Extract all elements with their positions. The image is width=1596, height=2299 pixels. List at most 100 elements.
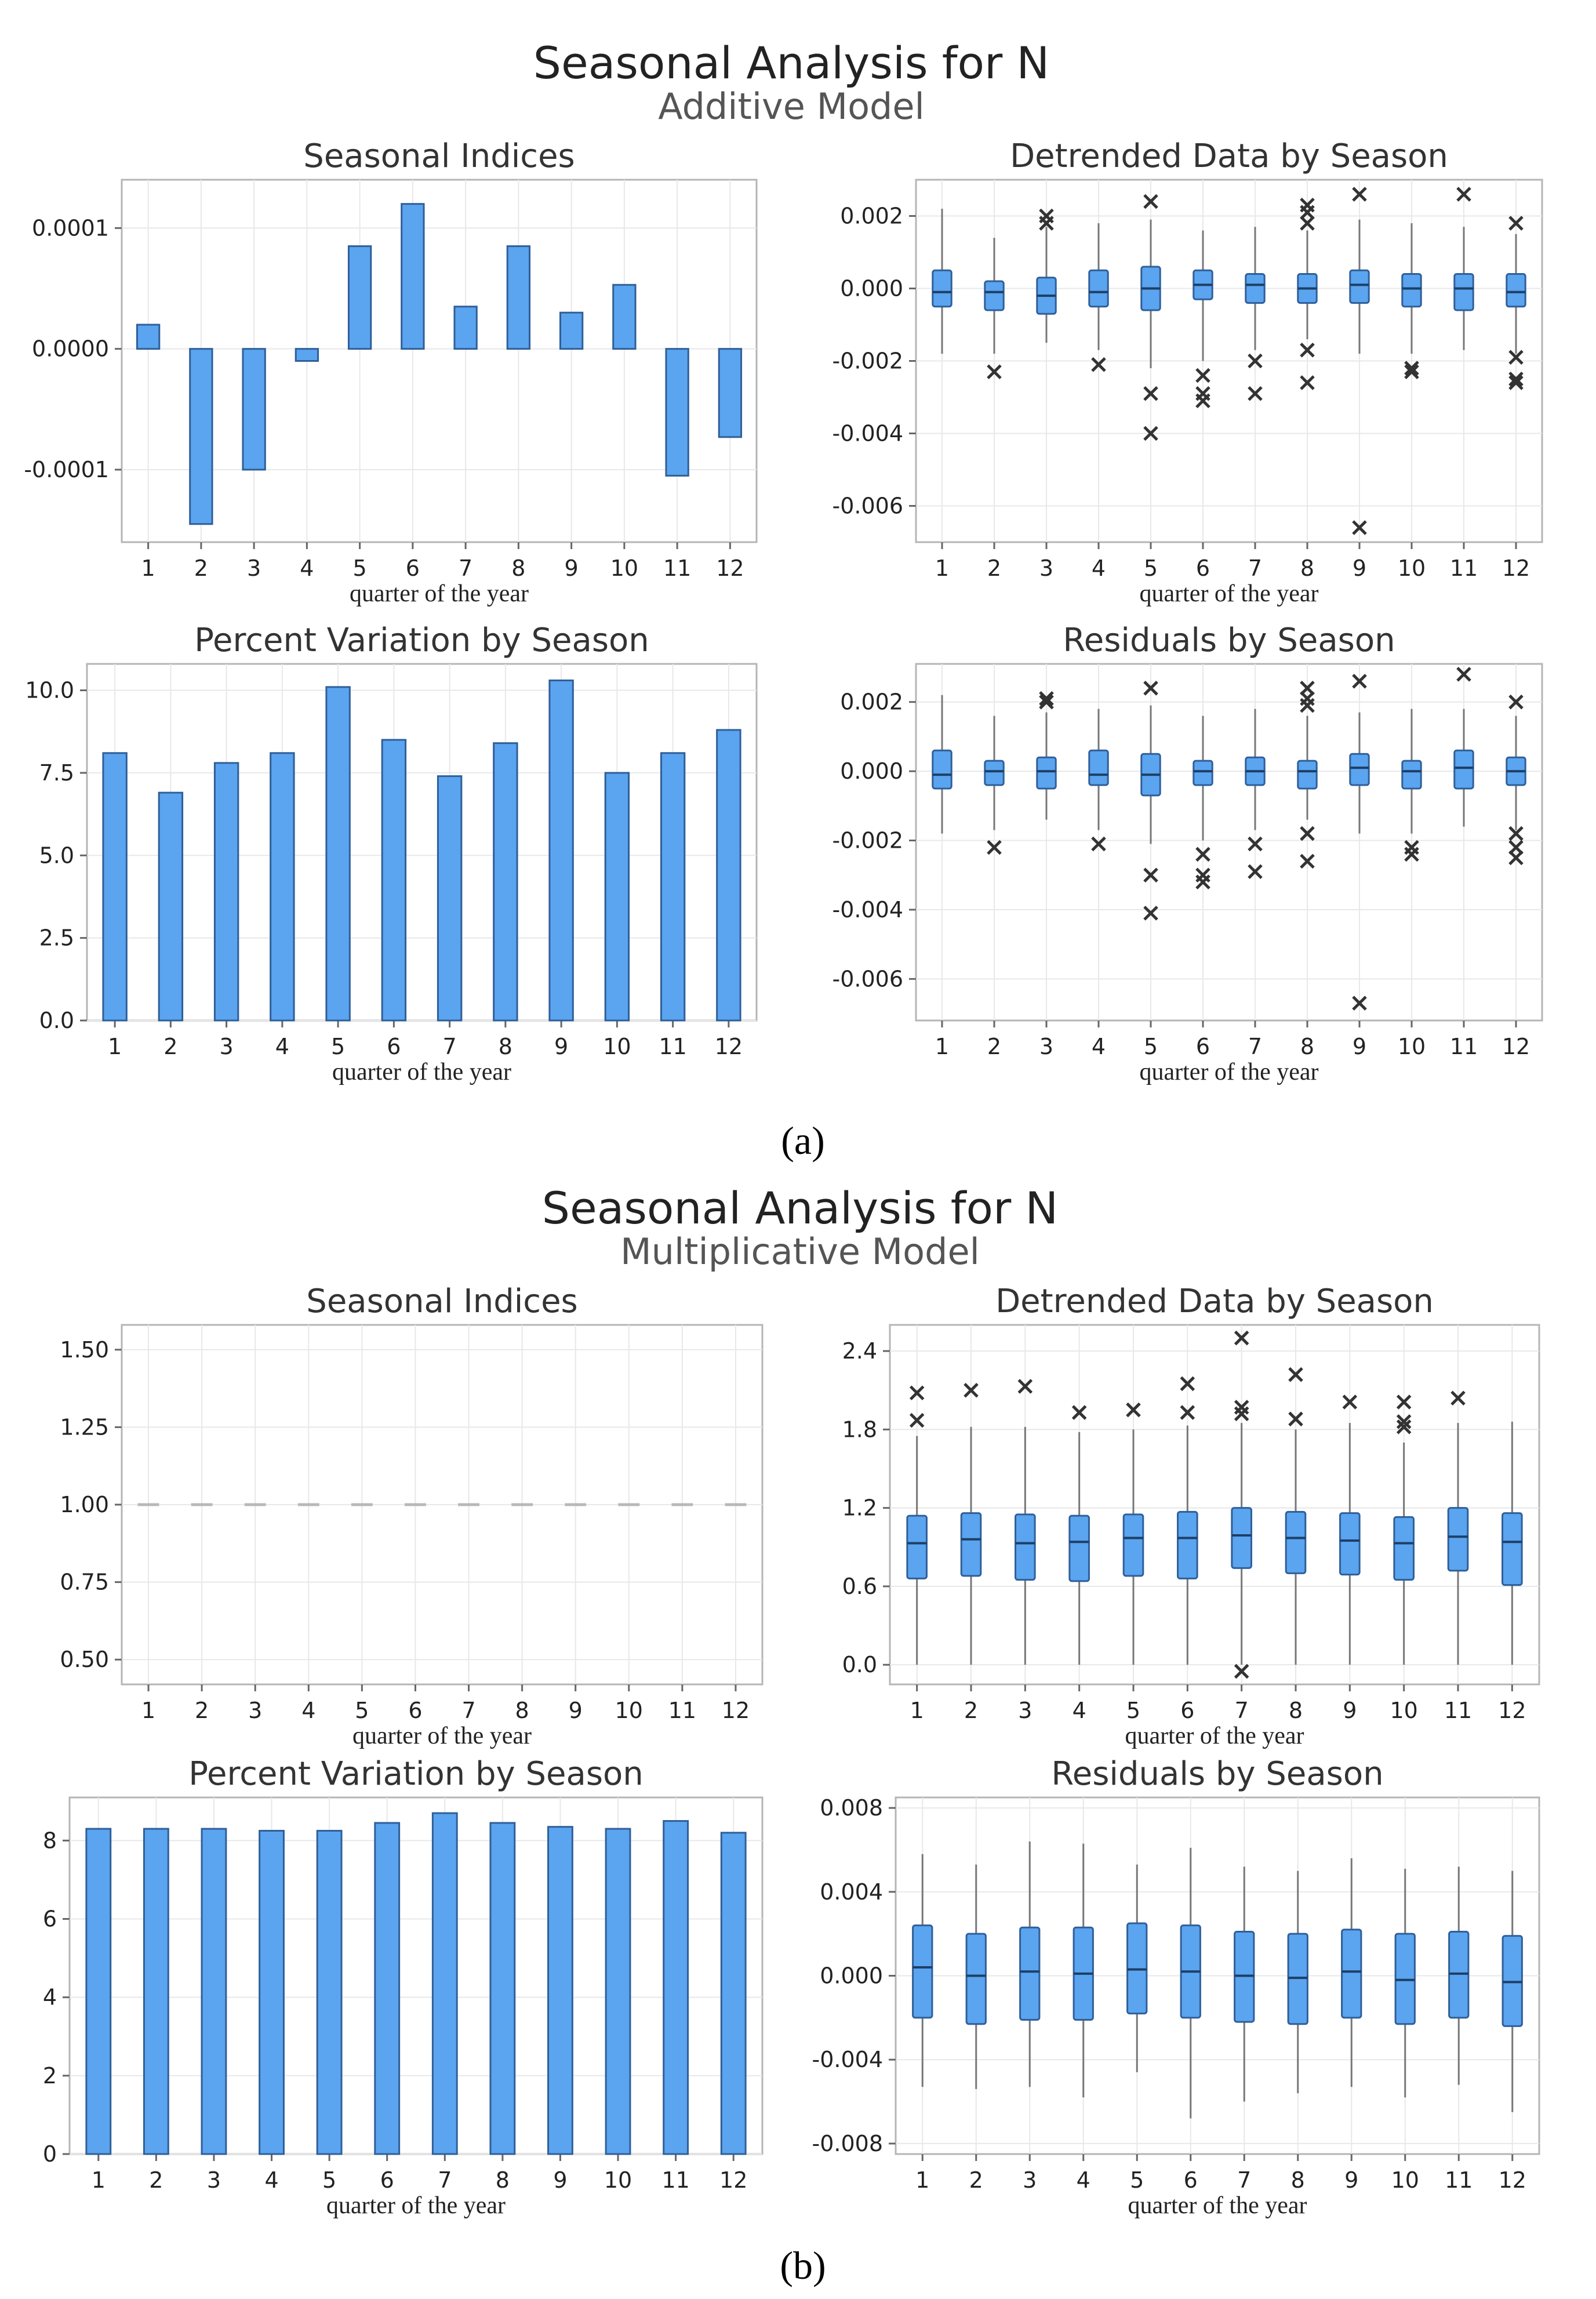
flier-stroke bbox=[1039, 694, 1054, 710]
flier-stroke bbox=[987, 364, 1002, 380]
y-tick-label: 6 bbox=[43, 1906, 57, 1932]
flier-stroke bbox=[1508, 375, 1524, 390]
flier-stroke bbox=[1143, 681, 1158, 696]
y-tick-label: 0.002 bbox=[840, 689, 903, 715]
x-tick-label: 6 bbox=[1196, 1034, 1210, 1059]
chart-title: Percent Variation by Season bbox=[188, 1755, 644, 1793]
flier-stroke bbox=[1126, 1402, 1141, 1418]
outlier-marker bbox=[1300, 681, 1315, 696]
x-tick-label: 4 bbox=[301, 1698, 315, 1723]
outlier-marker bbox=[1300, 826, 1315, 841]
bar bbox=[401, 203, 425, 350]
box bbox=[1088, 269, 1109, 308]
figure-label-b: (b) bbox=[780, 2243, 826, 2287]
y-tick-label: -0.004 bbox=[832, 421, 904, 446]
bar bbox=[270, 752, 295, 1022]
x-tick-label: 3 bbox=[207, 2167, 221, 2193]
bar bbox=[201, 1828, 227, 2155]
flier-stroke bbox=[1396, 1419, 1412, 1434]
y-tick-label: 0.000 bbox=[840, 276, 903, 302]
chart-detrended-additive: Detrended Data by Season -0.006 -0.004 -0.0… bbox=[832, 137, 1543, 607]
bar bbox=[85, 1828, 112, 2155]
outlier-marker bbox=[1195, 874, 1210, 889]
outlier-marker bbox=[1456, 187, 1471, 202]
y-tick-label: 2.5 bbox=[39, 925, 74, 951]
bar bbox=[431, 1812, 458, 2155]
x-tick-label: 5 bbox=[322, 2167, 336, 2193]
x-tick-label: 3 bbox=[1039, 1034, 1053, 1059]
flier-stroke bbox=[1352, 187, 1367, 202]
x-tick-label: 7 bbox=[461, 1698, 475, 1723]
outlier-marker bbox=[1508, 826, 1524, 841]
bar bbox=[548, 679, 574, 1022]
panel-a-subtitle: Additive Model bbox=[658, 85, 925, 128]
x-tick-label: 6 bbox=[1196, 555, 1210, 581]
flier-stroke bbox=[1248, 864, 1263, 880]
outlier-marker bbox=[1300, 342, 1315, 358]
outlier-marker bbox=[1396, 1419, 1412, 1434]
y-tick-label: 10.0 bbox=[25, 678, 74, 703]
y-tick-label: 8 bbox=[43, 1828, 57, 1853]
x-tick-label: 12 bbox=[1498, 1698, 1526, 1723]
y-tick-label: 0.008 bbox=[820, 1795, 883, 1821]
box bbox=[960, 1512, 982, 1577]
box bbox=[1339, 1512, 1361, 1576]
bar bbox=[158, 791, 184, 1022]
x-tick-label: 1 bbox=[141, 1698, 155, 1723]
y-tick-label: 0.0000 bbox=[32, 336, 109, 362]
x-tick-label: 5 bbox=[1144, 555, 1158, 581]
flier-stroke bbox=[1071, 1405, 1087, 1420]
x-tick-label: 7 bbox=[1235, 1698, 1249, 1723]
x-tick-label: 8 bbox=[496, 2167, 510, 2193]
y-tick-label: -0.006 bbox=[832, 966, 904, 991]
x-tick-label: 7 bbox=[1248, 555, 1262, 581]
flier-stroke bbox=[1396, 1394, 1412, 1410]
outlier-marker bbox=[1143, 906, 1158, 921]
x-tick-label: 10 bbox=[615, 1698, 643, 1723]
bar bbox=[718, 348, 743, 438]
x-tick-label: 7 bbox=[443, 1034, 457, 1059]
x-tick-label: 2 bbox=[195, 1698, 209, 1723]
box bbox=[1068, 1514, 1090, 1582]
plot-frame bbox=[68, 1796, 764, 2155]
flier-stroke bbox=[1234, 1664, 1249, 1679]
bar bbox=[506, 245, 531, 350]
outlier-marker bbox=[1195, 368, 1210, 383]
outlier-marker bbox=[964, 1382, 979, 1398]
flier-stroke bbox=[1300, 375, 1315, 390]
y-tick-label: 7.5 bbox=[39, 760, 74, 786]
flier-stroke bbox=[909, 1412, 925, 1428]
y-tick-label: 1.8 bbox=[842, 1417, 877, 1442]
x-tick-label: 9 bbox=[1353, 1034, 1366, 1059]
y-tick-label: 0.004 bbox=[820, 1879, 883, 1905]
x-tick-label: 6 bbox=[408, 1698, 422, 1723]
bar bbox=[559, 311, 584, 350]
box bbox=[1297, 760, 1318, 790]
outlier-marker bbox=[1195, 393, 1210, 409]
flier-stroke bbox=[1143, 194, 1158, 209]
bar bbox=[381, 739, 407, 1022]
outlier-marker bbox=[1342, 1394, 1358, 1410]
flier-stroke bbox=[1234, 1330, 1249, 1346]
bar bbox=[547, 1826, 573, 2155]
flier-stroke bbox=[1180, 1376, 1195, 1392]
outlier-marker bbox=[1143, 194, 1158, 209]
box bbox=[1401, 760, 1422, 790]
figure-label-a: (a) bbox=[781, 1118, 824, 1163]
outlier-marker bbox=[1234, 1664, 1249, 1679]
box bbox=[984, 280, 1005, 311]
x-tick-label: 10 bbox=[603, 1034, 631, 1059]
x-tick-label: 11 bbox=[1445, 2167, 1473, 2193]
x-tick-label: 11 bbox=[1450, 555, 1478, 581]
outlier-marker bbox=[1195, 847, 1210, 862]
bar bbox=[665, 348, 689, 477]
bar bbox=[437, 775, 463, 1022]
x-tick-label: 10 bbox=[604, 2167, 632, 2193]
flier-stroke bbox=[1404, 361, 1419, 376]
box bbox=[1019, 1926, 1041, 2021]
x-tick-label: 3 bbox=[220, 1034, 234, 1059]
bar bbox=[102, 752, 128, 1022]
x-tick-label: 11 bbox=[663, 555, 691, 581]
box bbox=[1401, 273, 1422, 308]
